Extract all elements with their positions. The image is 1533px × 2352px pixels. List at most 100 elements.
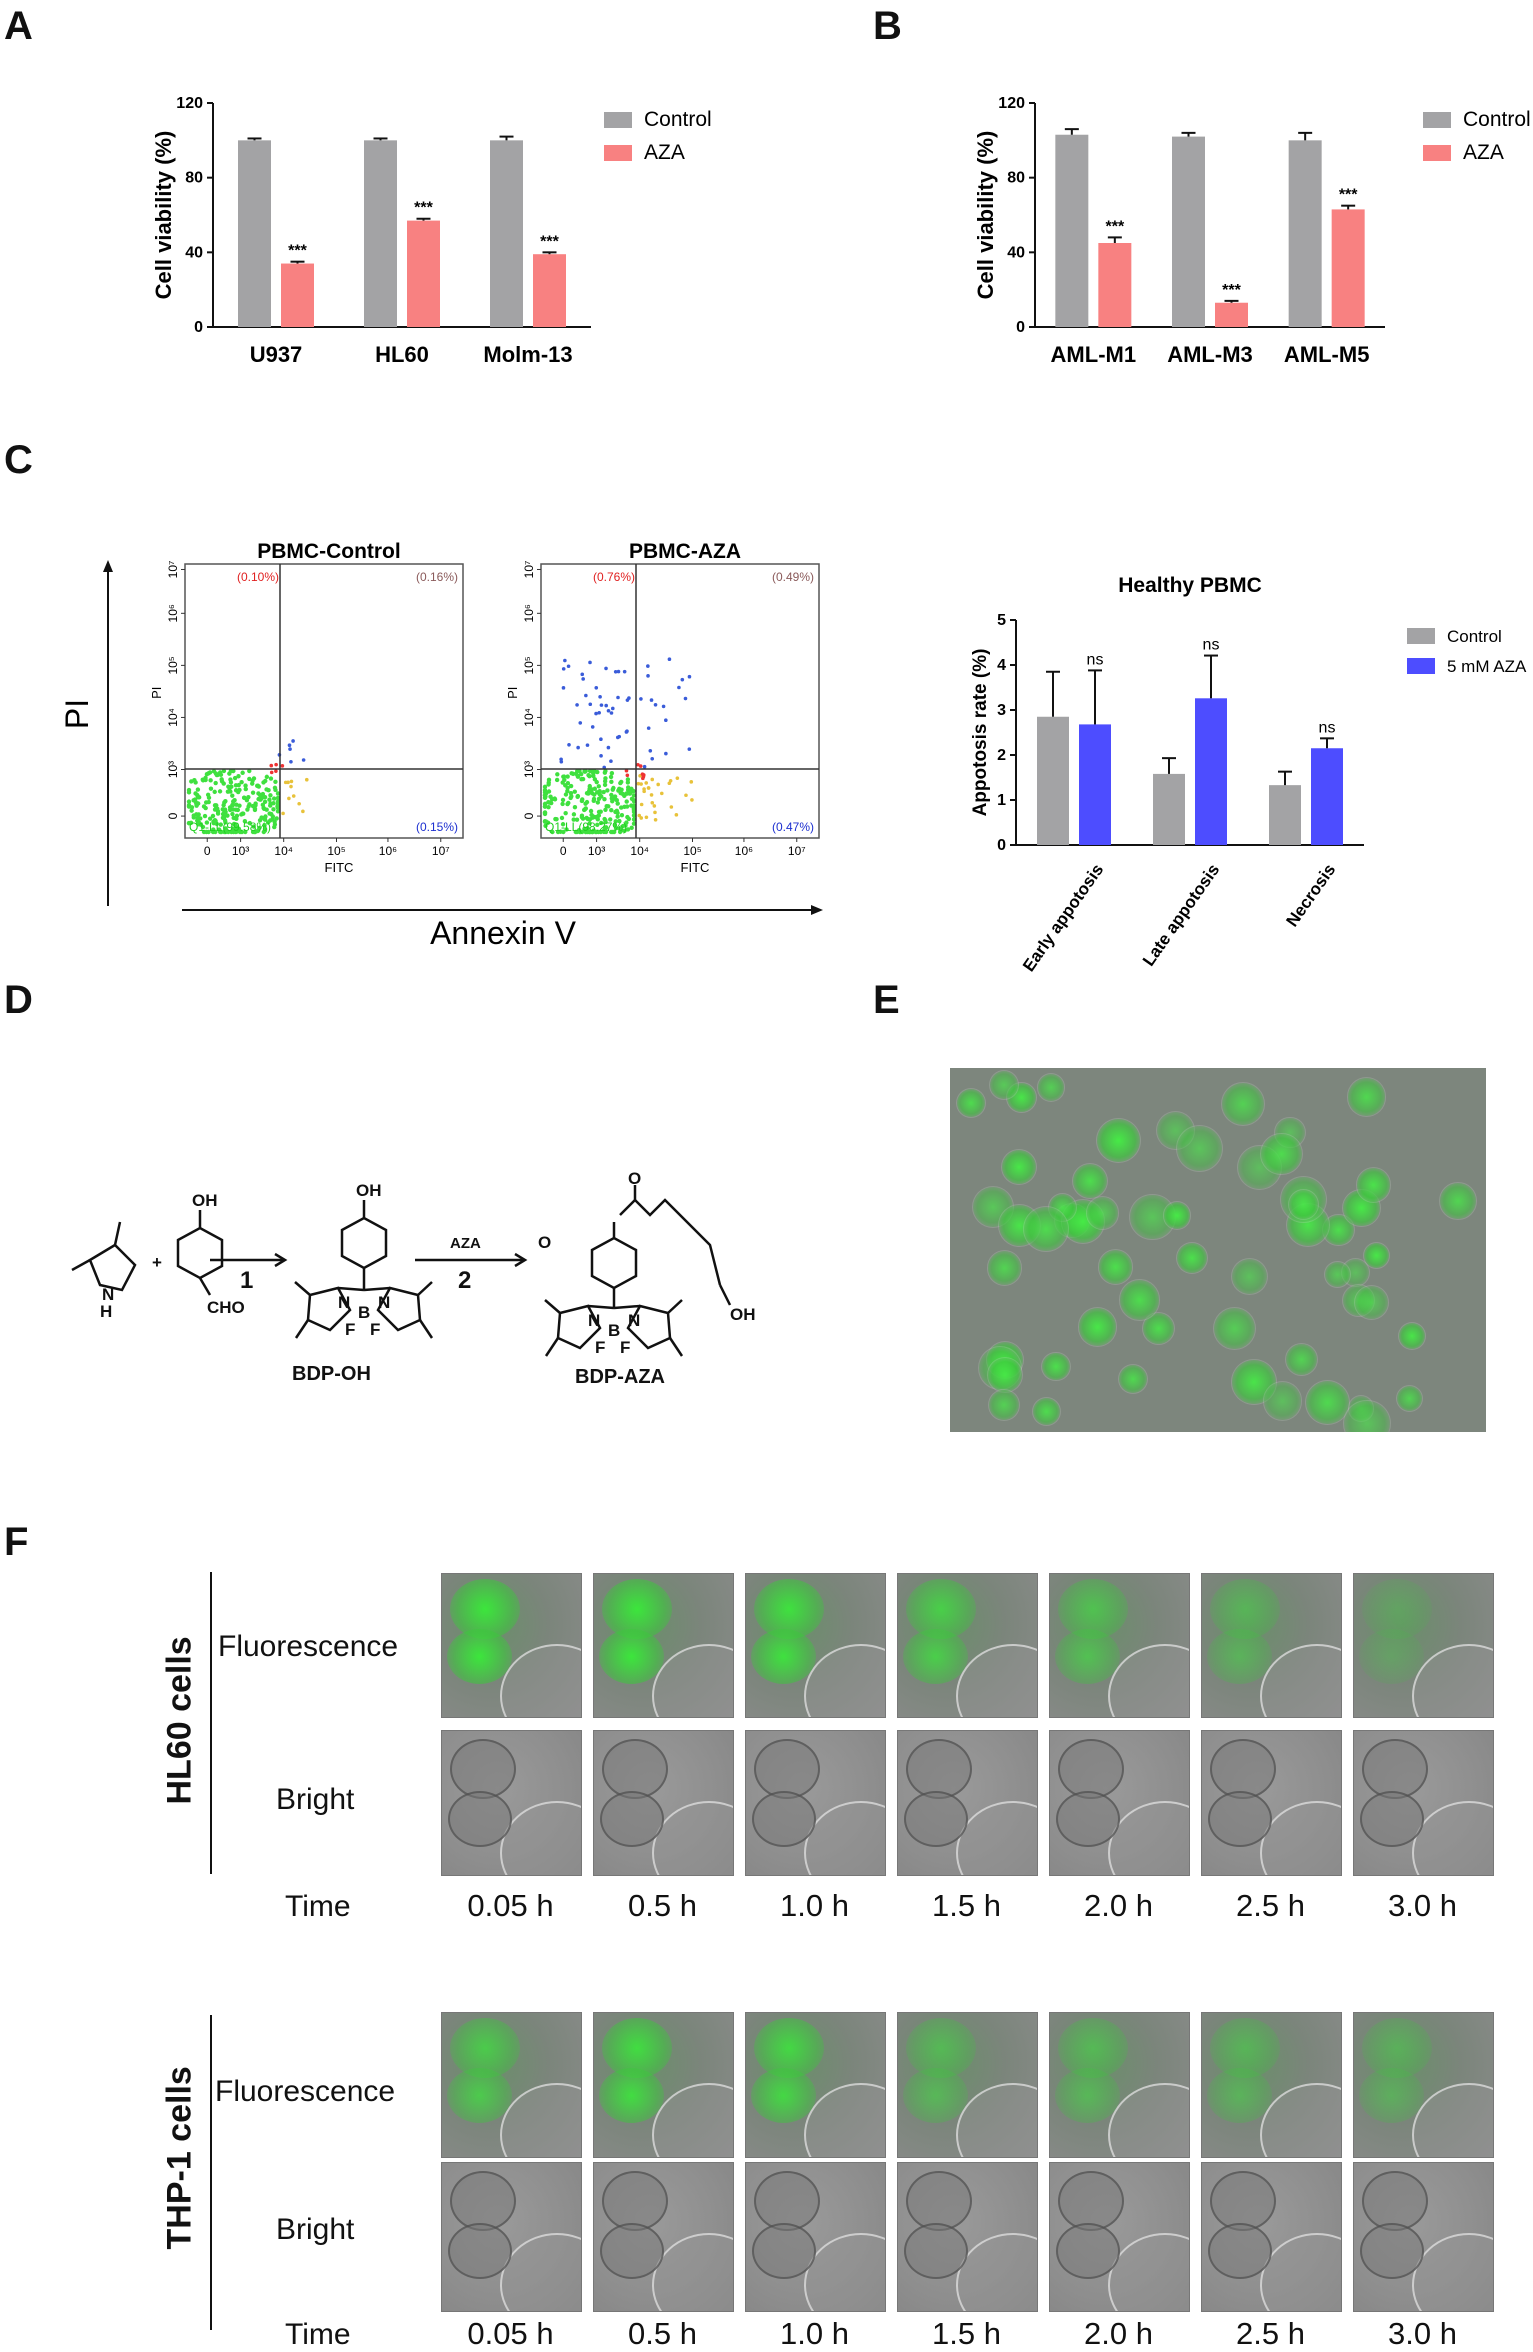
flow-plot-2-event-ll [542, 804, 548, 809]
thp1-bright-frame [441, 2162, 582, 2312]
flow-plot-1-event-ll [204, 829, 209, 835]
flow-plot-1-event-ll [242, 795, 247, 801]
flow-plot-1-event-lr [283, 780, 288, 785]
flow-plot-2-event-ll [550, 829, 555, 835]
flow-plot-1-event-ll [189, 779, 194, 784]
cell-body [1210, 1579, 1280, 1639]
flow-plot-1-event-ll [268, 776, 274, 781]
flow-plot-2-event-ll [575, 768, 580, 774]
flow-plot-2-event-ur [599, 754, 603, 758]
flow-plot-2-event-ll [559, 815, 565, 821]
fluorescent-cell [1263, 1382, 1302, 1420]
flow-plot-2-event-ll [563, 810, 568, 816]
flow-plot-2-event-ur [578, 721, 583, 725]
flow-plot-2-event-ll [546, 777, 552, 783]
flow-plot-1-event-ll [243, 786, 248, 792]
cell-body [599, 1629, 664, 1684]
cell-body [1208, 1791, 1272, 1847]
flow-plot-2-event-ll [595, 800, 601, 805]
fluorescent-cell [1325, 1262, 1350, 1288]
scheme-b-2: B [608, 1321, 620, 1340]
flow-plot-2-event-ur [598, 695, 602, 699]
chart-a-bar [238, 140, 271, 327]
fluorescent-cell [1398, 1322, 1426, 1350]
chart-c-bar-category-label: Late appotosis [1139, 860, 1223, 969]
flow-plot-2-event-ur [624, 730, 629, 734]
flow-plot-1-ytick-label: 10³ [166, 761, 180, 778]
flow-plot-2-event-ll [585, 825, 590, 831]
flow-plot-2-event-ur [559, 759, 564, 764]
flow-plot-2-event-ll [601, 829, 607, 835]
flow-plot-1-event-ll [262, 817, 268, 822]
hl60-divider [210, 1572, 212, 1874]
flow-plot-2-event-lr [639, 816, 644, 820]
flow-plot-2-event-ur [683, 696, 688, 701]
scheme-f-right: F [370, 1320, 380, 1339]
fluorescent-cell [1098, 1250, 1133, 1284]
flow-plot-1-event-ll [217, 789, 223, 794]
flow-plot-2-event-ll [560, 780, 565, 785]
flow-plot-1-event-ll [213, 780, 218, 786]
flow-plot-2-event-ll [546, 789, 552, 794]
flow-plot-1-event-ll [230, 793, 235, 798]
cell-body [1207, 2068, 1272, 2123]
flow-plot-2-event-ll [602, 797, 607, 802]
hl60-fluorescence-frame [897, 1573, 1038, 1718]
flow-plot-2-event-ll [554, 817, 559, 822]
flow-plot-2-event-ur [594, 711, 598, 716]
flow-plot-1-event-ll [210, 813, 216, 819]
flow-plot-1-event-ll [207, 816, 213, 821]
flow-plot-1-event-ll [250, 803, 256, 809]
flow-plot-1-event-ll [274, 816, 279, 821]
flow-plot-2-event-ll [592, 777, 598, 782]
scheme-bdp-aza: BDP-AZA [575, 1366, 665, 1388]
flow-plot-2-event-lr [644, 815, 649, 820]
flow-plot-2-event-ur [627, 696, 631, 700]
flow-plot-1-event-ll [255, 783, 261, 788]
flow-plot-1-ytick-label: 10⁴ [166, 708, 180, 727]
flow-plot-2-event-ll [564, 827, 569, 832]
flow-plot-2-event-ll [574, 817, 580, 822]
annexin-arrowhead [811, 905, 823, 915]
fluorescent-cell [1032, 1397, 1061, 1425]
chart-c-bar-ylabel: Appotosis rate (%) [970, 649, 991, 817]
thp1-bright-frame [1353, 2162, 1494, 2312]
thp1-fluorescence-frame [441, 2012, 582, 2158]
flow-plot-2-event-ur [609, 711, 614, 715]
flow-plot-2-event-ll [543, 823, 548, 829]
flow-plot-2-event-ll [554, 777, 560, 783]
flow-plot-2-event-ll [598, 820, 604, 826]
flow-plot-1-event-ll [226, 784, 231, 789]
cell-body [904, 2223, 968, 2279]
hl60-fluorescence-frame [745, 1573, 886, 1718]
scheme-plus: + [152, 1253, 162, 1272]
flow-plot-2-event-ur [597, 710, 601, 715]
flow-plot-2-event-border [625, 773, 630, 778]
flow-plot-1-event-ll [242, 819, 248, 824]
chart-b-bar [1098, 243, 1132, 327]
flow-plot-1-event-ll [214, 772, 220, 778]
flow-plot-2-event-ur [594, 685, 599, 690]
flow-plot-2-event-ll [629, 786, 634, 791]
flow-plot-1-event-ll [233, 807, 239, 812]
pi-arrowhead [103, 560, 113, 572]
flow-plot-2-event-ll [608, 774, 614, 780]
flow-plot-1-event-ll [270, 814, 276, 819]
flow-plot-2-event-ll [623, 823, 628, 828]
flow-plot-1-event-ll [222, 800, 227, 805]
flow-plot-2-event-ur [588, 702, 593, 707]
flow-plot-2-ytick-label: 0 [522, 812, 536, 819]
flow-plot-1-event-ll [191, 815, 196, 820]
fluorescent-cell [1363, 1242, 1389, 1268]
cell-body [1362, 1579, 1432, 1639]
flow-plot-2-event-border [641, 774, 646, 779]
flow-plot-2-event-ur [649, 698, 654, 702]
flow-plot-1-ytick-label: 10⁷ [166, 561, 180, 579]
flow-plot-2-event-ll [587, 829, 593, 835]
flow-plot-1-event-ll [195, 821, 201, 826]
cell-outline [804, 1801, 885, 1875]
flow-plot-2-event-ur [606, 708, 611, 713]
flow-plot-2-event-ur [646, 674, 650, 678]
cell-outline [1412, 2083, 1493, 2157]
flow-plot-2-q-ul: (0.76%) [593, 570, 635, 584]
